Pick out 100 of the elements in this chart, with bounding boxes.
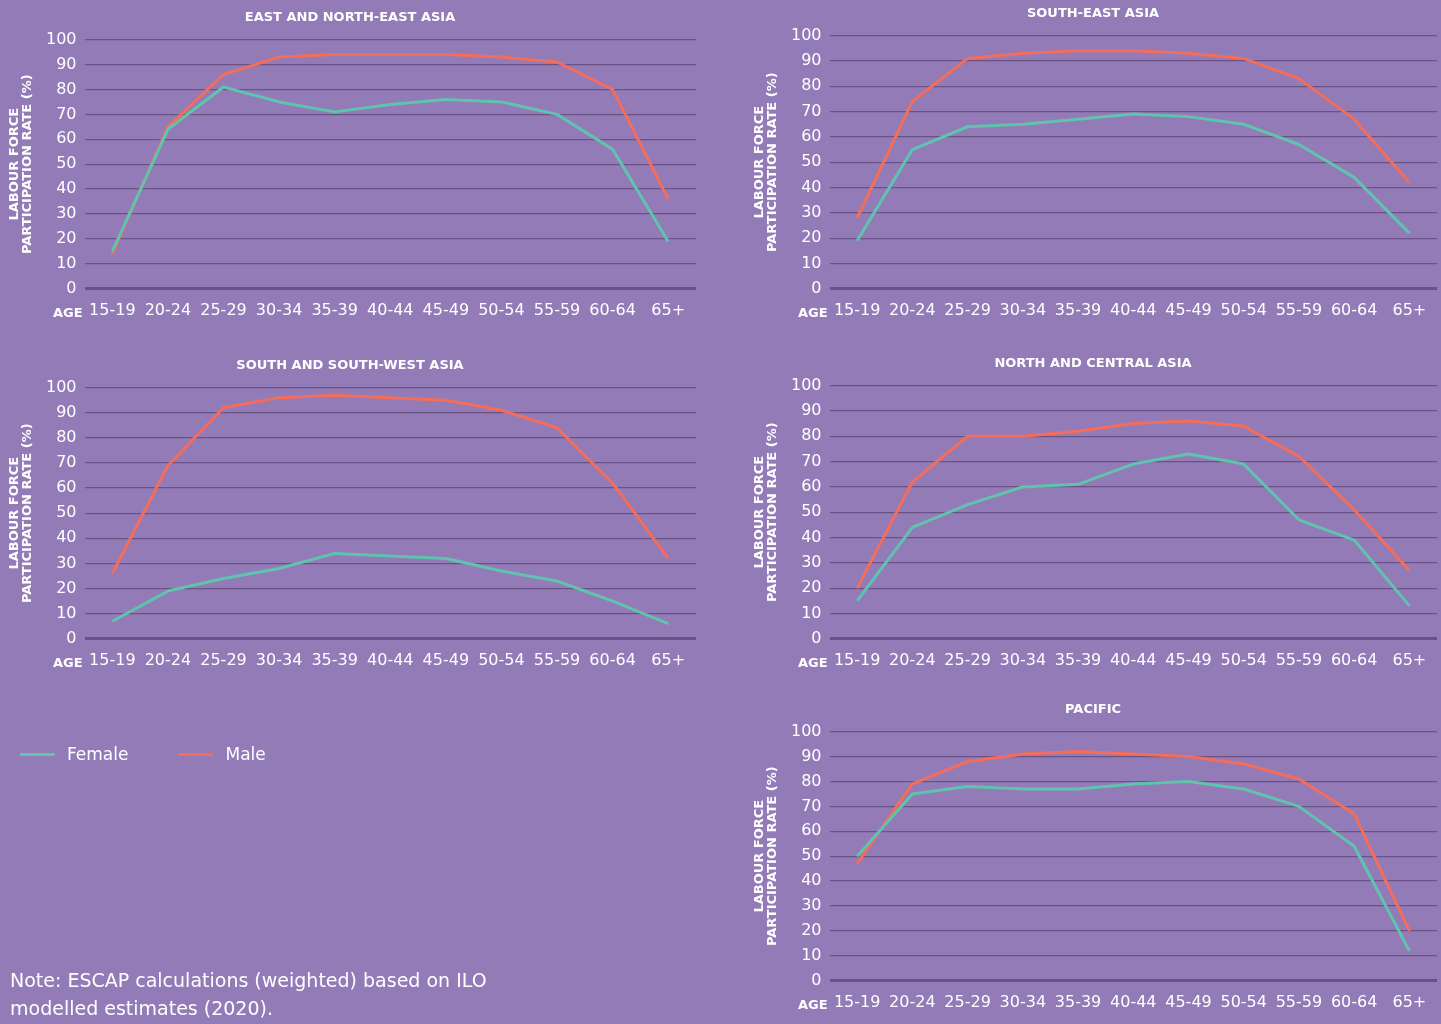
y-tick-label: 60 [801,476,822,496]
y-tick-label: 100 [790,24,822,44]
y-tick-label: 70 [801,450,822,470]
x-tick-label: 50-54 [1220,991,1267,1011]
chart-title: SOUTH-EAST ASIA [1026,5,1160,21]
y-tick-label: 100 [790,720,822,740]
y-tick-label: 50 [56,153,77,173]
y-tick-label: 90 [56,53,77,73]
x-tick-label: 45-49 [422,649,470,669]
y-tick-label: 80 [801,425,822,445]
x-tick-label: 50-54 [1220,649,1267,669]
x-tick-label: 60-64 [589,649,636,669]
y-tick-label: 80 [56,427,77,446]
y-tick-label: 20 [56,577,77,597]
y-tick-label: 40 [801,176,822,196]
x-tick-label: 25-29 [944,299,991,319]
y-tick-label: 90 [801,50,822,70]
x-tick-label: 50-54 [478,649,525,669]
y-tick-label: 100 [45,28,77,48]
y-tick-label: 80 [56,78,77,98]
x-tick-label: 65+ [651,649,686,669]
y-axis-title: LABOUR FORCE PARTICIPATION RATE (%) [5,423,34,604]
x-tick-label: 40-44 [1110,991,1157,1011]
x-tick-label: 40-44 [367,649,414,669]
y-tick-label: 60 [56,477,77,497]
x-tick-label: 15-19 [833,649,881,669]
y-tick-label: 50 [801,845,822,865]
y-axis-title: LABOUR FORCE PARTICIPATION RATE (%) [750,72,779,253]
x-tick-label: 65+ [1392,649,1427,669]
x-tick-label: 20-24 [144,299,192,319]
y-tick-label: 30 [56,552,77,572]
y-axis-title: LABOUR FORCE PARTICIPATION RATE (%) [5,74,34,255]
x-tick-label: 35-39 [311,649,358,669]
y-tick-label: 80 [801,770,822,790]
x-tick-label: 45-49 [1165,991,1212,1011]
x-tick-label: 15-19 [833,299,881,319]
y-tick-label: 60 [801,126,822,146]
x-tick-label: 55-59 [533,649,581,669]
x-tick-label: 35-39 [311,299,358,319]
x-tick-label: 30-34 [999,991,1047,1011]
y-tick-label: 10 [801,252,822,272]
x-tick-label: 65+ [1392,991,1427,1011]
y-tick-label: 10 [801,945,822,965]
y-tick-label: 10 [801,602,822,622]
y-tick-label: 80 [801,75,822,95]
y-tick-label: 70 [801,795,822,815]
y-tick-label: 10 [56,253,77,273]
y-tick-label: 30 [801,895,822,915]
x-tick-label: 60-64 [589,299,636,319]
x-tick-label: 50-54 [478,299,525,319]
y-tick-label: 10 [56,602,77,622]
y-tick-label: 0 [811,277,822,297]
legend-label: Female [67,744,129,764]
x-tick-label: 45-49 [422,299,470,319]
y-tick-label: 20 [801,920,822,940]
x-tick-label: 30-34 [255,299,303,319]
x-tick-label: 60-64 [1330,991,1378,1011]
x-tick-label: 40-44 [1110,299,1157,319]
chart-title: EAST AND NORTH-EAST ASIA [244,9,456,25]
x-tick-label: 20-24 [889,991,936,1011]
x-tick-label: 65+ [651,299,686,319]
y-tick-label: 90 [801,745,822,765]
x-tick-label: 15-19 [89,299,136,319]
y-tick-label: 50 [801,151,822,171]
y-tick-label: 100 [45,376,77,396]
x-tick-label: 55-59 [1275,649,1323,669]
x-tick-label: 55-59 [1275,991,1323,1011]
y-tick-label: 50 [56,502,77,522]
x-tick-label: 15-19 [89,649,136,669]
y-tick-label: 90 [56,401,77,421]
y-tick-label: 90 [801,400,822,420]
x-tick-label: 35-39 [1054,299,1102,319]
y-tick-label: 0 [811,969,822,989]
x-tick-label: 60-64 [1330,649,1378,669]
x-tick-label: 40-44 [367,299,414,319]
x-tick-label: 30-34 [999,649,1047,669]
y-tick-label: 20 [56,228,77,248]
y-axis-title: LABOUR FORCE PARTICIPATION RATE (%) [750,766,779,947]
x-axis-title: AGE [797,655,828,671]
y-axis-title: LABOUR FORCE PARTICIPATION RATE (%) [750,422,779,603]
x-tick-label: 65+ [1392,299,1427,319]
y-tick-label: 40 [56,178,77,198]
text: Note: ESCAP calculations (weighted) based on ILO modelled estimates (2020). [10,968,488,1021]
y-tick-label: 100 [790,374,822,394]
y-tick-label: 20 [801,577,822,597]
x-tick-label: 55-59 [533,299,581,319]
x-tick-label: 20-24 [889,299,936,319]
y-tick-label: 30 [801,552,822,571]
y-tick-label: 60 [801,820,822,840]
y-tick-label: 50 [801,501,822,521]
y-tick-label: 40 [801,870,822,890]
chart-title: SOUTH AND SOUTH-WEST ASIA [236,357,464,373]
x-tick-label: 25-29 [200,299,247,319]
x-axis-title: AGE [52,655,83,671]
y-tick-label: 20 [801,227,822,247]
x-tick-label: 30-34 [255,649,303,669]
x-tick-label: 35-39 [1054,991,1102,1011]
legend-label: Male [225,744,266,764]
y-tick-label: 40 [56,527,77,547]
x-tick-label: 25-29 [944,991,991,1011]
